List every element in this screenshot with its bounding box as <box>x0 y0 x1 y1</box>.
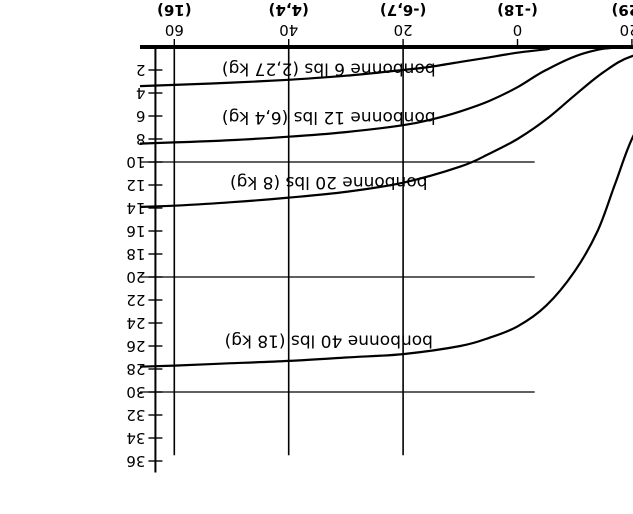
y-tick-label: 28 <box>126 360 145 378</box>
y-tick-label: 36 <box>126 452 145 470</box>
series-label: bonbonne 40 lbs (18 kg) <box>225 331 433 351</box>
labels: -20(-29)0(-18)20(-6,7)40(4,4)60(16)24681… <box>126 1 633 470</box>
x-tick-label: 0 <box>513 21 523 39</box>
axes <box>139 39 633 473</box>
y-tick-label: 8 <box>136 130 146 148</box>
x-tick-label-celsius: (-18) <box>497 1 538 19</box>
series-lines <box>139 45 633 368</box>
series-line <box>139 45 633 145</box>
x-tick-label-celsius: (4,4) <box>269 1 309 19</box>
y-tick-label: 6 <box>136 107 146 125</box>
y-tick-label: 26 <box>126 337 145 355</box>
y-tick-label: 32 <box>126 406 145 424</box>
y-tick-label: 2 <box>136 61 146 79</box>
y-tick-label: 10 <box>126 153 145 171</box>
x-tick-label-celsius: (16) <box>157 1 192 19</box>
x-tick-label-celsius: (-29) <box>611 1 633 19</box>
y-tick-label: 14 <box>126 199 145 217</box>
y-tick-label: 18 <box>126 245 145 263</box>
y-tick-label: 20 <box>126 268 145 286</box>
y-tick-label: 22 <box>126 291 145 309</box>
y-tick-label: 34 <box>126 429 145 447</box>
series-label: bonbonne 6 lbs (2,27 kg) <box>222 59 436 79</box>
x-tick-label: 20 <box>394 21 413 39</box>
y-tick-label: 12 <box>126 176 145 194</box>
series-label: bonbonne 12 lbs (6,4 kg) <box>222 107 436 127</box>
y-tick-label: 24 <box>126 314 145 332</box>
series-label: bonbonne 20 lbs (8 kg) <box>230 172 428 192</box>
y-tick-label: 30 <box>126 383 145 401</box>
series-line <box>139 45 633 88</box>
plot-area: -20(-29)0(-18)20(-6,7)40(4,4)60(16)24681… <box>126 1 633 473</box>
y-tick-label: 16 <box>126 222 145 240</box>
grid-lines <box>139 47 535 456</box>
x-tick-label: 40 <box>279 21 298 39</box>
series-line <box>139 54 633 208</box>
x-tick-label: -20 <box>620 21 633 39</box>
series-line <box>139 134 633 368</box>
y-tick-label: 4 <box>136 84 146 102</box>
x-tick-label-celsius: (-6,7) <box>380 1 427 19</box>
x-tick-label: 60 <box>165 21 184 39</box>
